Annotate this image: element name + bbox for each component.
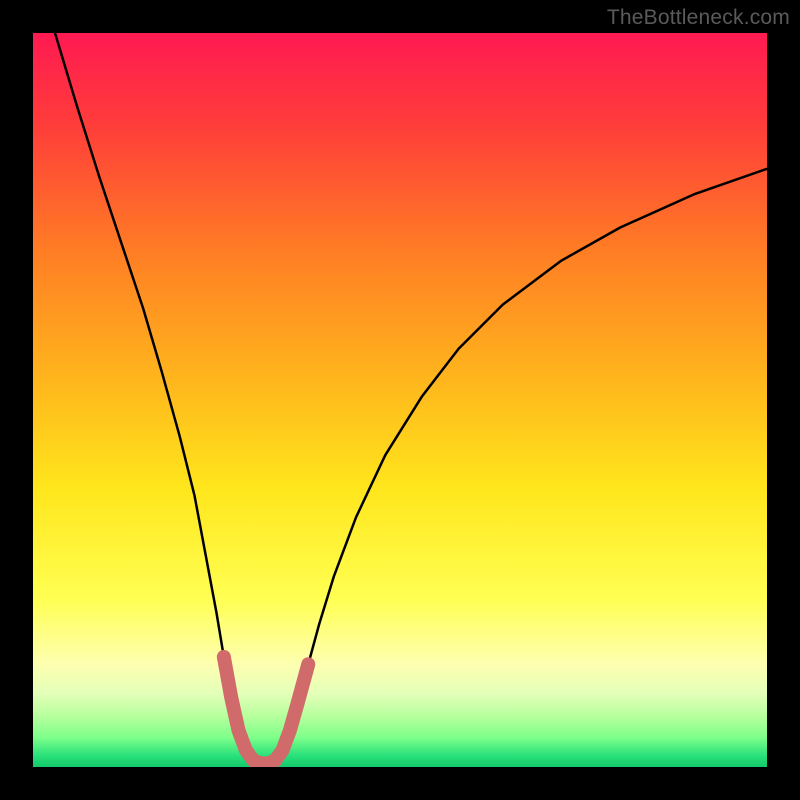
watermark-text: TheBottleneck.com — [607, 6, 790, 30]
chart-container: TheBottleneck.com — [0, 0, 800, 800]
gradient-background — [33, 33, 767, 767]
bottleneck-chart — [0, 0, 800, 800]
